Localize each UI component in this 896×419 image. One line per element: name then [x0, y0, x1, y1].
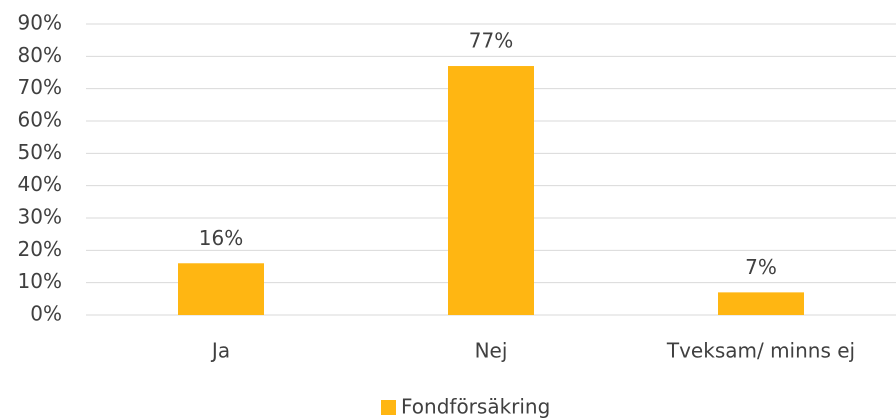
y-tick-label: 0% — [30, 302, 62, 326]
legend-label: Fondförsäkring — [401, 395, 550, 419]
bar — [178, 263, 264, 315]
x-tick-label: Tveksam/ minns ej — [666, 339, 855, 363]
bar — [718, 292, 804, 315]
bar — [448, 66, 534, 316]
y-tick-label: 30% — [18, 205, 62, 229]
y-tick-label: 10% — [18, 269, 62, 293]
data-label: 16% — [199, 226, 243, 250]
data-label: 7% — [745, 255, 777, 279]
legend-swatch — [381, 400, 396, 415]
y-tick-label: 40% — [18, 172, 62, 196]
y-tick-label: 50% — [18, 140, 62, 164]
y-tick-label: 60% — [18, 108, 62, 132]
x-tick-label: Nej — [475, 339, 508, 363]
y-tick-label: 90% — [18, 11, 62, 35]
y-tick-label: 80% — [18, 43, 62, 67]
data-label: 77% — [469, 29, 513, 53]
y-tick-label: 70% — [18, 75, 62, 99]
x-tick-label: Ja — [210, 339, 230, 363]
y-tick-label: 20% — [18, 237, 62, 261]
